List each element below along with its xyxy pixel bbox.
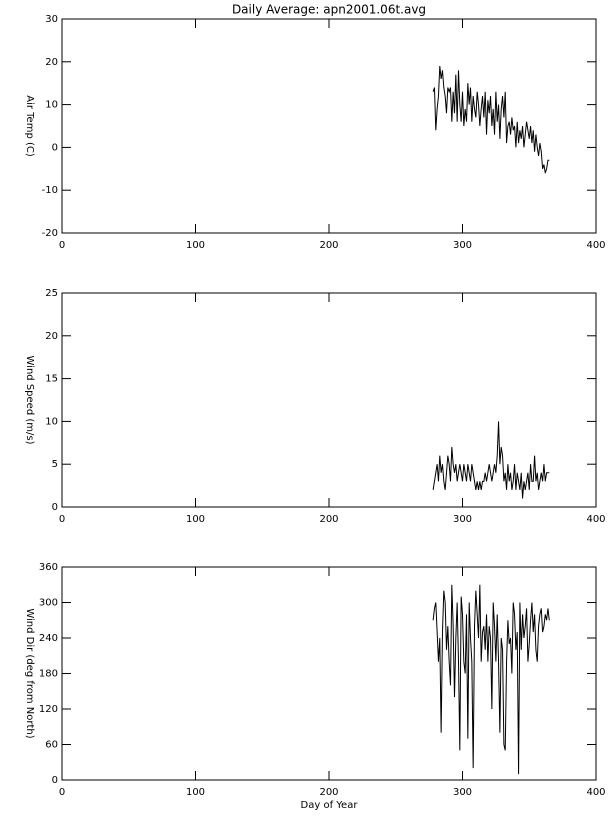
y-tick-label: 20 — [45, 57, 58, 68]
y-tick-label: -20 — [42, 228, 58, 239]
data-line — [432, 584, 550, 775]
y-tick-label: 30 — [45, 14, 58, 25]
y-tick-label: 0 — [52, 775, 58, 786]
y-tick-label: 20 — [45, 331, 58, 342]
chart-title: Daily Average: apn2001.06t.avg — [232, 3, 426, 17]
x-tick-label: 400 — [586, 787, 605, 798]
x-tick-label: 100 — [186, 787, 205, 798]
x-tick-label: 200 — [319, 240, 338, 251]
y-tick-label: 120 — [39, 704, 58, 715]
x-tick-label: 0 — [59, 240, 65, 251]
x-tick-label: 300 — [453, 514, 472, 525]
y-axis-label: Air Temp (C) — [24, 95, 35, 157]
x-tick-label: 400 — [586, 240, 605, 251]
y-tick-label: 180 — [39, 669, 58, 680]
y-tick-label: 0 — [52, 142, 58, 153]
y-tick-label: 5 — [52, 459, 58, 470]
x-tick-label: 400 — [586, 514, 605, 525]
y-tick-label: 10 — [45, 100, 58, 111]
x-tick-label: 200 — [319, 514, 338, 525]
plot-frame — [61, 292, 597, 508]
y-tick-label: 10 — [45, 416, 58, 427]
y-tick-label: 240 — [39, 633, 58, 644]
x-tick-label: 0 — [59, 514, 65, 525]
x-tick-label: 300 — [453, 240, 472, 251]
x-tick-label: 0 — [59, 787, 65, 798]
x-tick-label: 200 — [319, 787, 338, 798]
y-tick-label: 0 — [52, 502, 58, 513]
x-axis-label: Day of Year — [301, 800, 359, 811]
y-tick-label: 360 — [39, 562, 58, 573]
x-tick-label: 100 — [186, 240, 205, 251]
x-tick-label: 100 — [186, 514, 205, 525]
plot-frame — [61, 18, 597, 234]
y-tick-label: -10 — [42, 185, 58, 196]
plot-frame — [61, 566, 597, 781]
y-tick-label: 60 — [45, 740, 58, 751]
y-axis-label: Wind Dir (deg from North) — [24, 608, 35, 738]
data-line — [432, 66, 550, 174]
y-axis-label: Wind Speed (m/s) — [24, 356, 35, 445]
y-tick-label: 300 — [39, 598, 58, 609]
x-tick-label: 300 — [453, 787, 472, 798]
y-tick-label: 25 — [45, 288, 58, 299]
y-tick-label: 15 — [45, 374, 58, 385]
data-line — [432, 421, 550, 499]
